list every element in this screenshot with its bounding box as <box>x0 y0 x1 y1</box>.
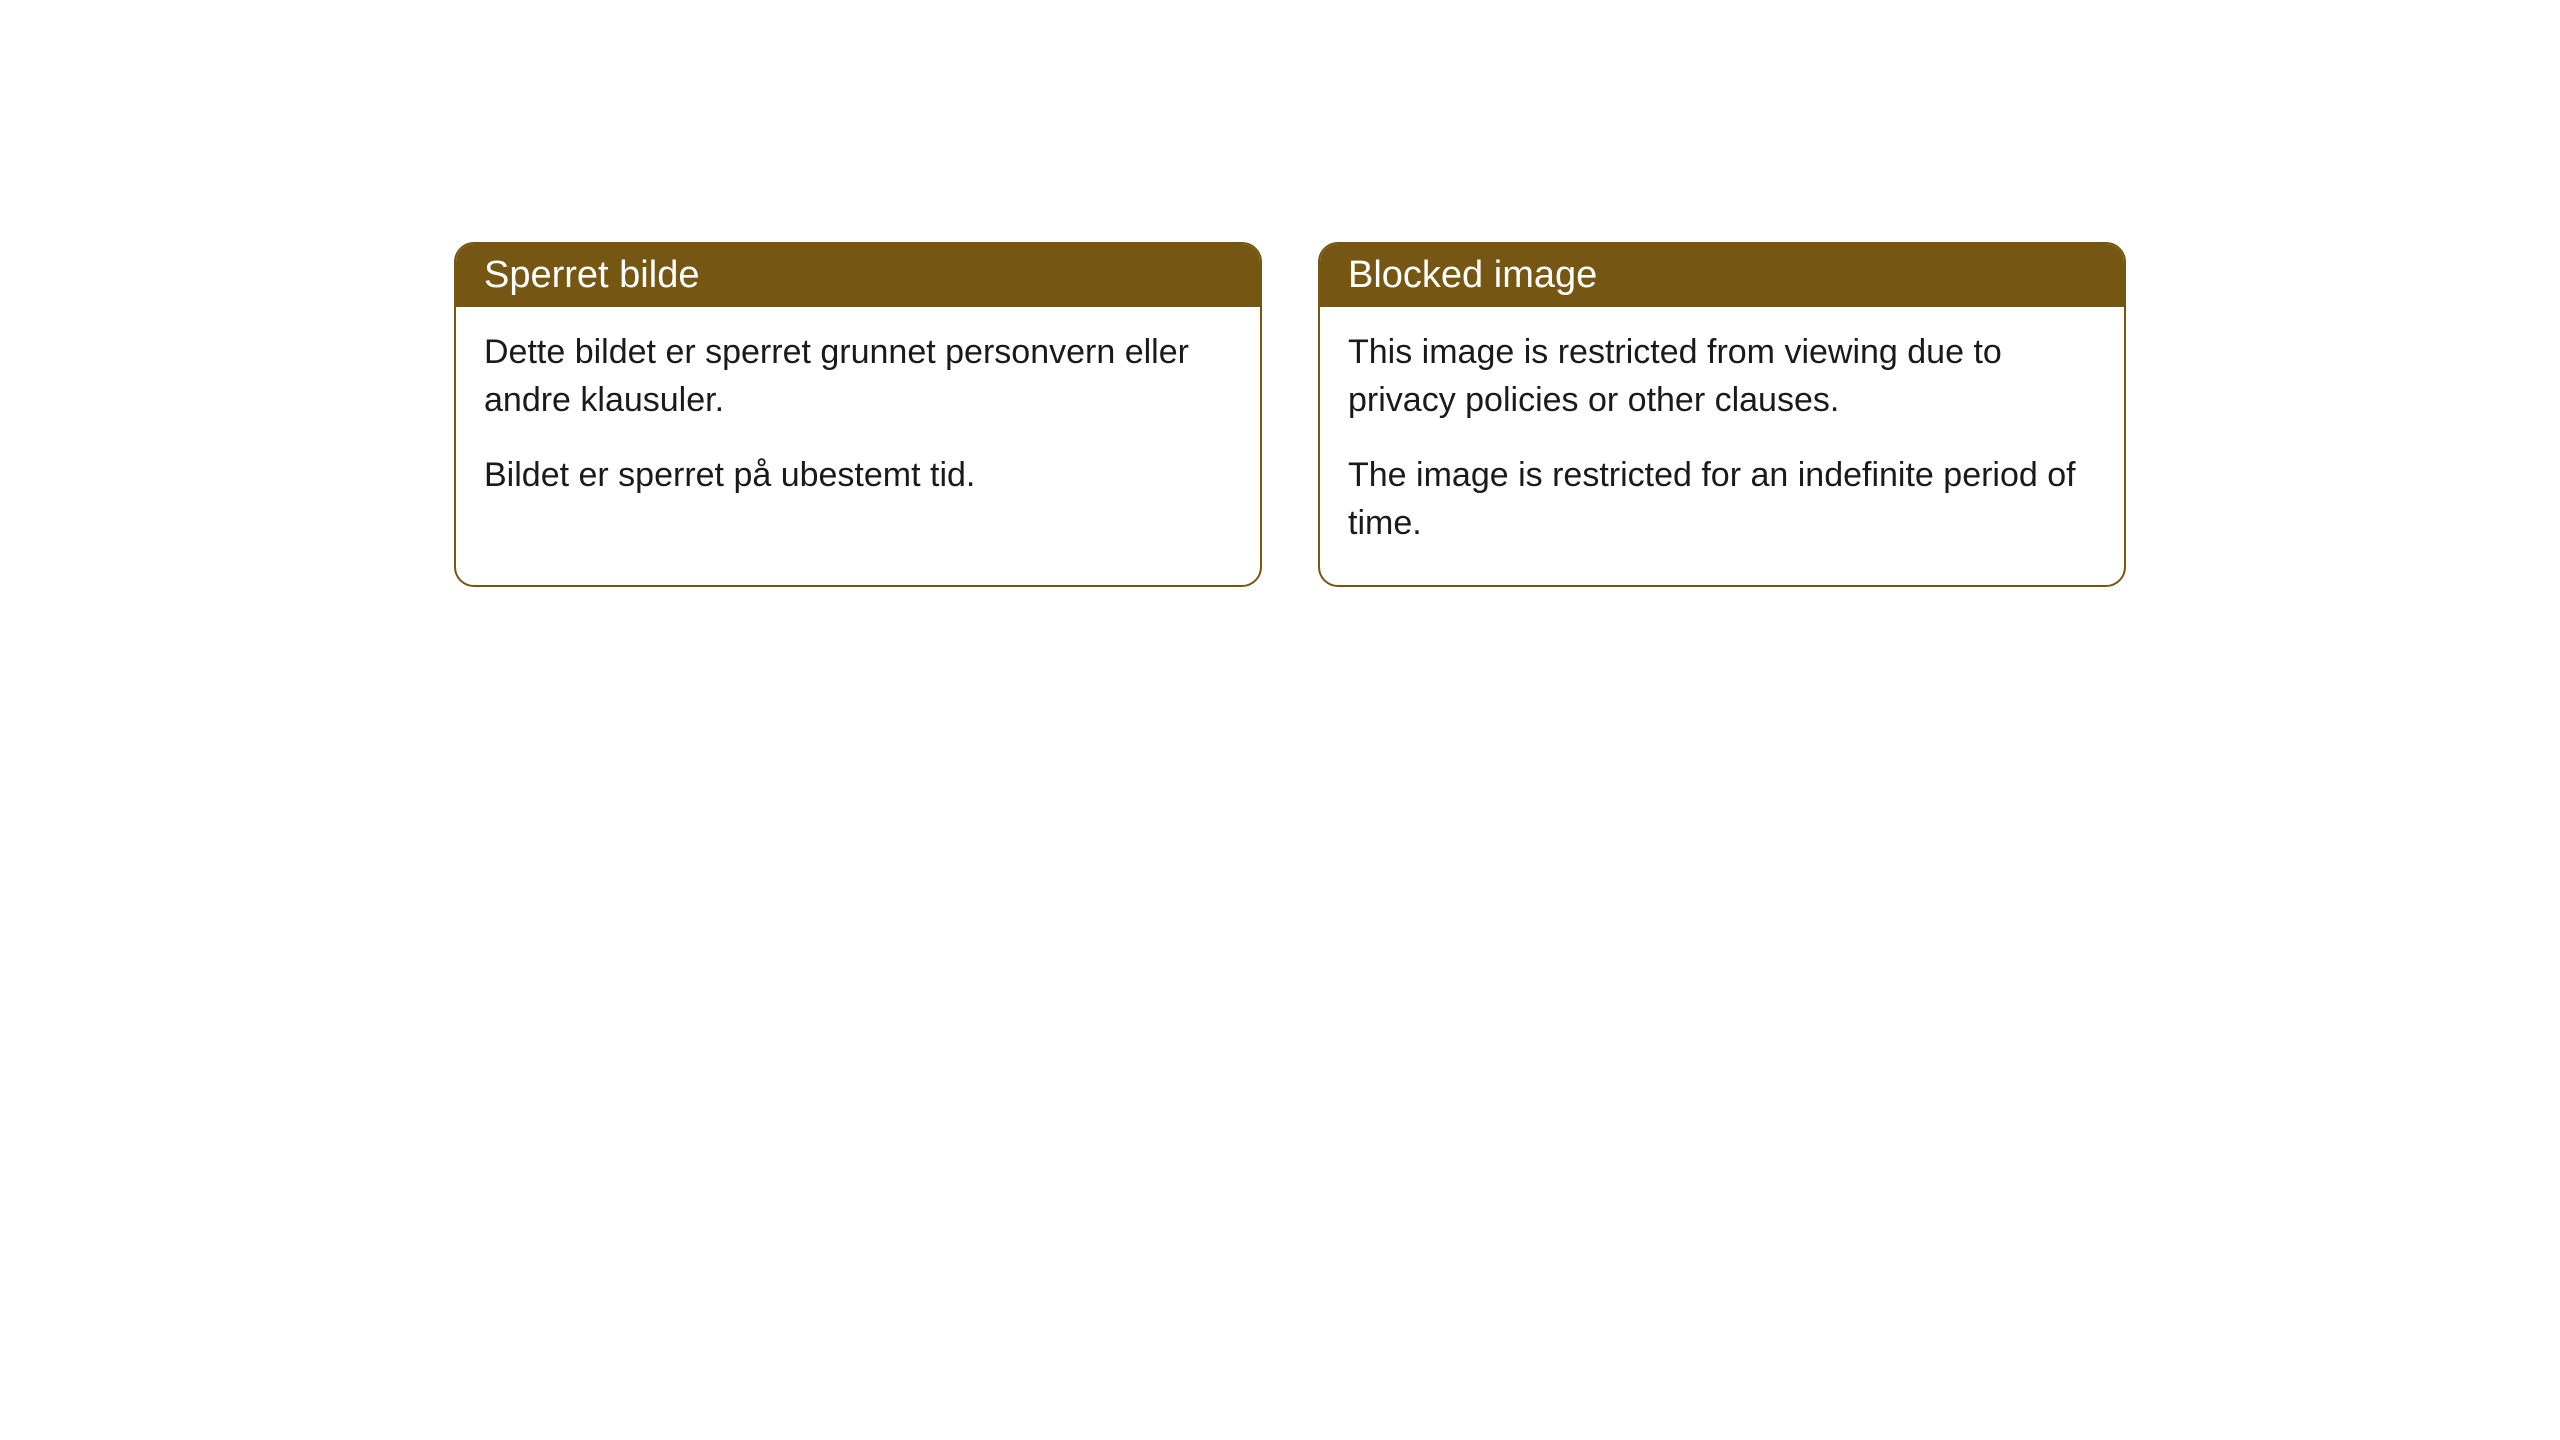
card-norwegian: Sperret bilde Dette bildet er sperret gr… <box>454 242 1262 587</box>
cards-container: Sperret bilde Dette bildet er sperret gr… <box>454 242 2126 587</box>
card-body-english: This image is restricted from viewing du… <box>1320 307 2124 585</box>
card-text: Dette bildet er sperret grunnet personve… <box>484 329 1232 424</box>
card-body-norwegian: Dette bildet er sperret grunnet personve… <box>456 307 1260 538</box>
card-english: Blocked image This image is restricted f… <box>1318 242 2126 587</box>
card-text: The image is restricted for an indefinit… <box>1348 452 2096 547</box>
card-text: Bildet er sperret på ubestemt tid. <box>484 452 1232 500</box>
card-header-english: Blocked image <box>1320 244 2124 307</box>
card-text: This image is restricted from viewing du… <box>1348 329 2096 424</box>
card-header-norwegian: Sperret bilde <box>456 244 1260 307</box>
